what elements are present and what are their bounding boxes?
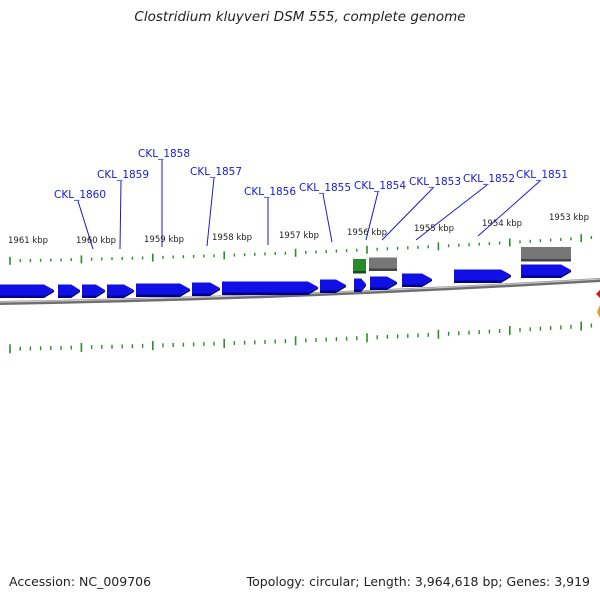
label-leaders <box>77 160 541 250</box>
accession-text: Accession: NC_009706 <box>9 574 152 589</box>
cds-arrow <box>107 284 134 296</box>
gene-features <box>0 247 571 298</box>
scale-label: 1959 kbp <box>144 235 184 245</box>
scale-label: 1955 kbp <box>414 224 454 234</box>
red-marker-icon <box>596 290 600 298</box>
gene-label: CKL_1857 <box>190 166 242 178</box>
scale-ticks-top <box>9 234 593 265</box>
scale-label: 1958 kbp <box>212 233 252 243</box>
scale-label: 1956 kbp <box>347 228 387 238</box>
gene-label: CKL_1859 <box>97 169 149 181</box>
cds-arrow <box>0 284 54 296</box>
cds-arrow <box>136 283 190 295</box>
scale-label: 1960 kbp <box>76 236 116 246</box>
gene-labels: CKL_1860 CKL_1859 CKL_1858CKL_1857CKL_1856… <box>54 148 568 201</box>
cds-arrow-shadow <box>222 287 318 295</box>
gene-label: CKL_1852 <box>463 173 515 185</box>
cds-arrow-shadow <box>0 290 54 298</box>
label-leader-line <box>477 180 541 237</box>
rna-feature <box>353 259 366 271</box>
cds-arrow-shadow <box>370 282 397 290</box>
scale-label: 1953 kbp <box>549 213 589 223</box>
cds-arrow-shadow <box>454 275 511 283</box>
cds-arrow-shadow <box>58 290 80 298</box>
misc-feature-shadow <box>521 259 571 262</box>
label-leader-line <box>415 184 488 241</box>
label-leader-line <box>322 193 333 243</box>
gene-label: CKL_1856 <box>244 186 296 198</box>
gene-label: CKL_1851 <box>516 169 568 181</box>
cds-arrow-shadow <box>320 285 346 293</box>
cds-arrow-shadow <box>82 290 105 298</box>
misc-feature <box>521 247 571 259</box>
cds-arrow <box>222 281 318 293</box>
cds-arrow-shadow <box>107 290 134 298</box>
cds-arrow-shadow <box>354 284 366 292</box>
cds-arrow <box>58 284 80 296</box>
rna-feature-shadow <box>353 271 366 274</box>
gene-label: CKL_1855 <box>299 182 351 194</box>
cds-arrow-shadow <box>192 288 220 296</box>
misc-feature <box>369 257 397 269</box>
cds-arrow <box>370 276 397 288</box>
label-leader-line <box>77 200 94 250</box>
scale-label: 1954 kbp <box>482 219 522 229</box>
scale-labels: 1961 kbp 1960 kbp 1959 kbp 1958 kbp 1957 kbp… <box>8 213 589 246</box>
cds-arrow <box>354 278 366 290</box>
cds-arrow-shadow <box>136 289 190 297</box>
misc-feature-shadow <box>369 268 397 271</box>
label-leader-line <box>119 180 122 250</box>
label-leader-line <box>206 177 215 247</box>
cds-arrow <box>192 282 220 294</box>
scale-ticks-bottom <box>9 321 593 354</box>
gene-label: CKL_1860 <box>54 189 106 201</box>
gene-label: CKL_1854 <box>354 180 406 192</box>
gene-label: CKL_1853 <box>409 176 461 188</box>
cds-arrow <box>402 273 432 285</box>
cds-arrow <box>521 264 571 276</box>
orange-marker-icon <box>597 305 600 318</box>
map-title: Clostridium kluyveri DSM 555, complete g… <box>134 9 466 25</box>
cds-arrow-shadow <box>521 270 571 278</box>
label-leader-line <box>381 187 434 241</box>
cds-arrow-shadow <box>402 279 432 287</box>
gene-label: CKL_1858 <box>138 148 190 160</box>
cds-arrow <box>454 269 511 281</box>
genome-summary-text: Topology: circular; Length: 3,964,618 bp… <box>246 574 590 589</box>
scale-label: 1961 kbp <box>8 236 48 246</box>
cds-arrow <box>320 279 346 291</box>
label-leader-line <box>365 191 379 241</box>
cds-arrow <box>82 284 105 296</box>
scale-label: 1957 kbp <box>279 231 319 241</box>
